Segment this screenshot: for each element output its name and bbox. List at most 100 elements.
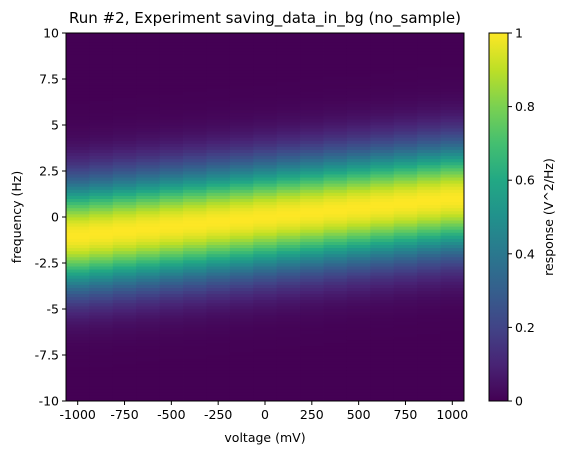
heatmap-cell	[136, 370, 161, 374]
heatmap-cell	[323, 210, 348, 215]
heatmap-cell	[323, 33, 348, 37]
heatmap-cell	[66, 161, 90, 166]
heatmap-cell	[66, 293, 90, 298]
heatmap-cell	[229, 296, 254, 301]
heatmap-cell	[417, 137, 441, 141]
heatmap-cell	[440, 305, 465, 310]
heatmap-cell	[370, 379, 395, 383]
heatmap-cell	[440, 272, 465, 276]
heatmap-cell	[183, 256, 207, 261]
heatmap-cell	[440, 287, 465, 291]
heatmap-cell	[440, 161, 465, 166]
heatmap-cell	[440, 207, 465, 212]
heatmap-cell	[206, 54, 231, 58]
heatmap-cell	[370, 204, 395, 209]
heatmap-cell	[253, 82, 278, 86]
heatmap-cell	[183, 238, 207, 242]
heatmap-cell	[417, 275, 441, 279]
colorbar	[488, 32, 509, 402]
heatmap-cell	[346, 345, 371, 350]
heatmap-cell	[66, 91, 90, 95]
heatmap-cell	[136, 244, 161, 249]
heatmap-cell	[136, 388, 161, 393]
heatmap-cell	[323, 235, 348, 239]
heatmap-cell	[417, 226, 441, 230]
heatmap-cell	[89, 367, 114, 371]
heatmap-cell	[300, 299, 324, 304]
heatmap-cell	[229, 321, 254, 325]
heatmap-cell	[112, 287, 137, 291]
heatmap-cell	[136, 106, 161, 111]
heatmap-cell	[89, 213, 114, 218]
heatmap-cell	[276, 278, 301, 282]
heatmap-cell	[300, 382, 324, 387]
heatmap-cell	[417, 287, 441, 291]
heatmap-cell	[417, 321, 441, 325]
heatmap-cell	[66, 195, 90, 199]
heatmap-cell	[440, 155, 465, 160]
heatmap-cell	[66, 259, 90, 264]
heatmap-cell	[89, 397, 114, 402]
heatmap-cell	[393, 293, 418, 298]
heatmap-cell	[112, 180, 137, 184]
heatmap-cell	[206, 272, 231, 276]
heatmap-cell	[417, 324, 441, 328]
heatmap-cell	[276, 33, 301, 37]
heatmap-cell	[253, 149, 278, 153]
heatmap-cell	[89, 345, 114, 350]
heatmap-cell	[253, 146, 278, 150]
heatmap-cell	[206, 103, 231, 107]
heatmap-cell	[300, 158, 324, 163]
heatmap-cell	[89, 351, 114, 356]
heatmap-cell	[370, 97, 395, 101]
heatmap-cell	[89, 296, 114, 301]
heatmap-cell	[440, 330, 465, 334]
heatmap-cell	[370, 45, 395, 49]
heatmap-cell	[276, 348, 301, 353]
heatmap-cell	[393, 324, 418, 328]
heatmap-cell	[206, 57, 231, 61]
heatmap-cell	[66, 397, 90, 402]
heatmap-cell	[229, 207, 254, 212]
heatmap-cell	[66, 51, 90, 55]
heatmap-cell	[66, 272, 90, 276]
heatmap-cell	[206, 106, 231, 111]
heatmap-cell	[370, 174, 395, 178]
heatmap-cell	[159, 140, 184, 144]
heatmap-cell	[323, 146, 348, 150]
heatmap-cell	[417, 312, 441, 316]
heatmap-cell	[183, 321, 207, 325]
heatmap-cell	[206, 180, 231, 184]
heatmap-cell	[276, 379, 301, 383]
heatmap-cell	[276, 250, 301, 255]
heatmap-cell	[346, 333, 371, 337]
heatmap-cell	[370, 238, 395, 242]
heatmap-cell	[440, 85, 465, 89]
heatmap-cell	[417, 103, 441, 107]
heatmap-cell	[229, 358, 254, 362]
heatmap-cell	[112, 253, 137, 258]
heatmap-cell	[346, 66, 371, 71]
heatmap-cell	[136, 48, 161, 52]
heatmap-cell	[229, 284, 254, 288]
heatmap-cell	[253, 388, 278, 393]
heatmap-cell	[370, 57, 395, 61]
heatmap-cell	[183, 180, 207, 184]
heatmap-cell	[206, 88, 231, 92]
heatmap-cell	[370, 42, 395, 46]
heatmap-cell	[253, 373, 278, 377]
heatmap-cell	[229, 336, 254, 341]
heatmap-cell	[440, 269, 465, 273]
heatmap-cell	[66, 275, 90, 279]
heatmap-cell	[346, 269, 371, 273]
heatmap-cell	[66, 296, 90, 301]
heatmap-cell	[136, 296, 161, 301]
heatmap-cell	[229, 109, 254, 114]
heatmap-cell	[346, 318, 371, 322]
heatmap-cell	[370, 345, 395, 350]
heatmap-cell	[136, 189, 161, 193]
heatmap-cell	[112, 36, 137, 40]
heatmap-cell	[159, 385, 184, 390]
heatmap-cell	[66, 106, 90, 111]
heatmap-cell	[253, 293, 278, 298]
